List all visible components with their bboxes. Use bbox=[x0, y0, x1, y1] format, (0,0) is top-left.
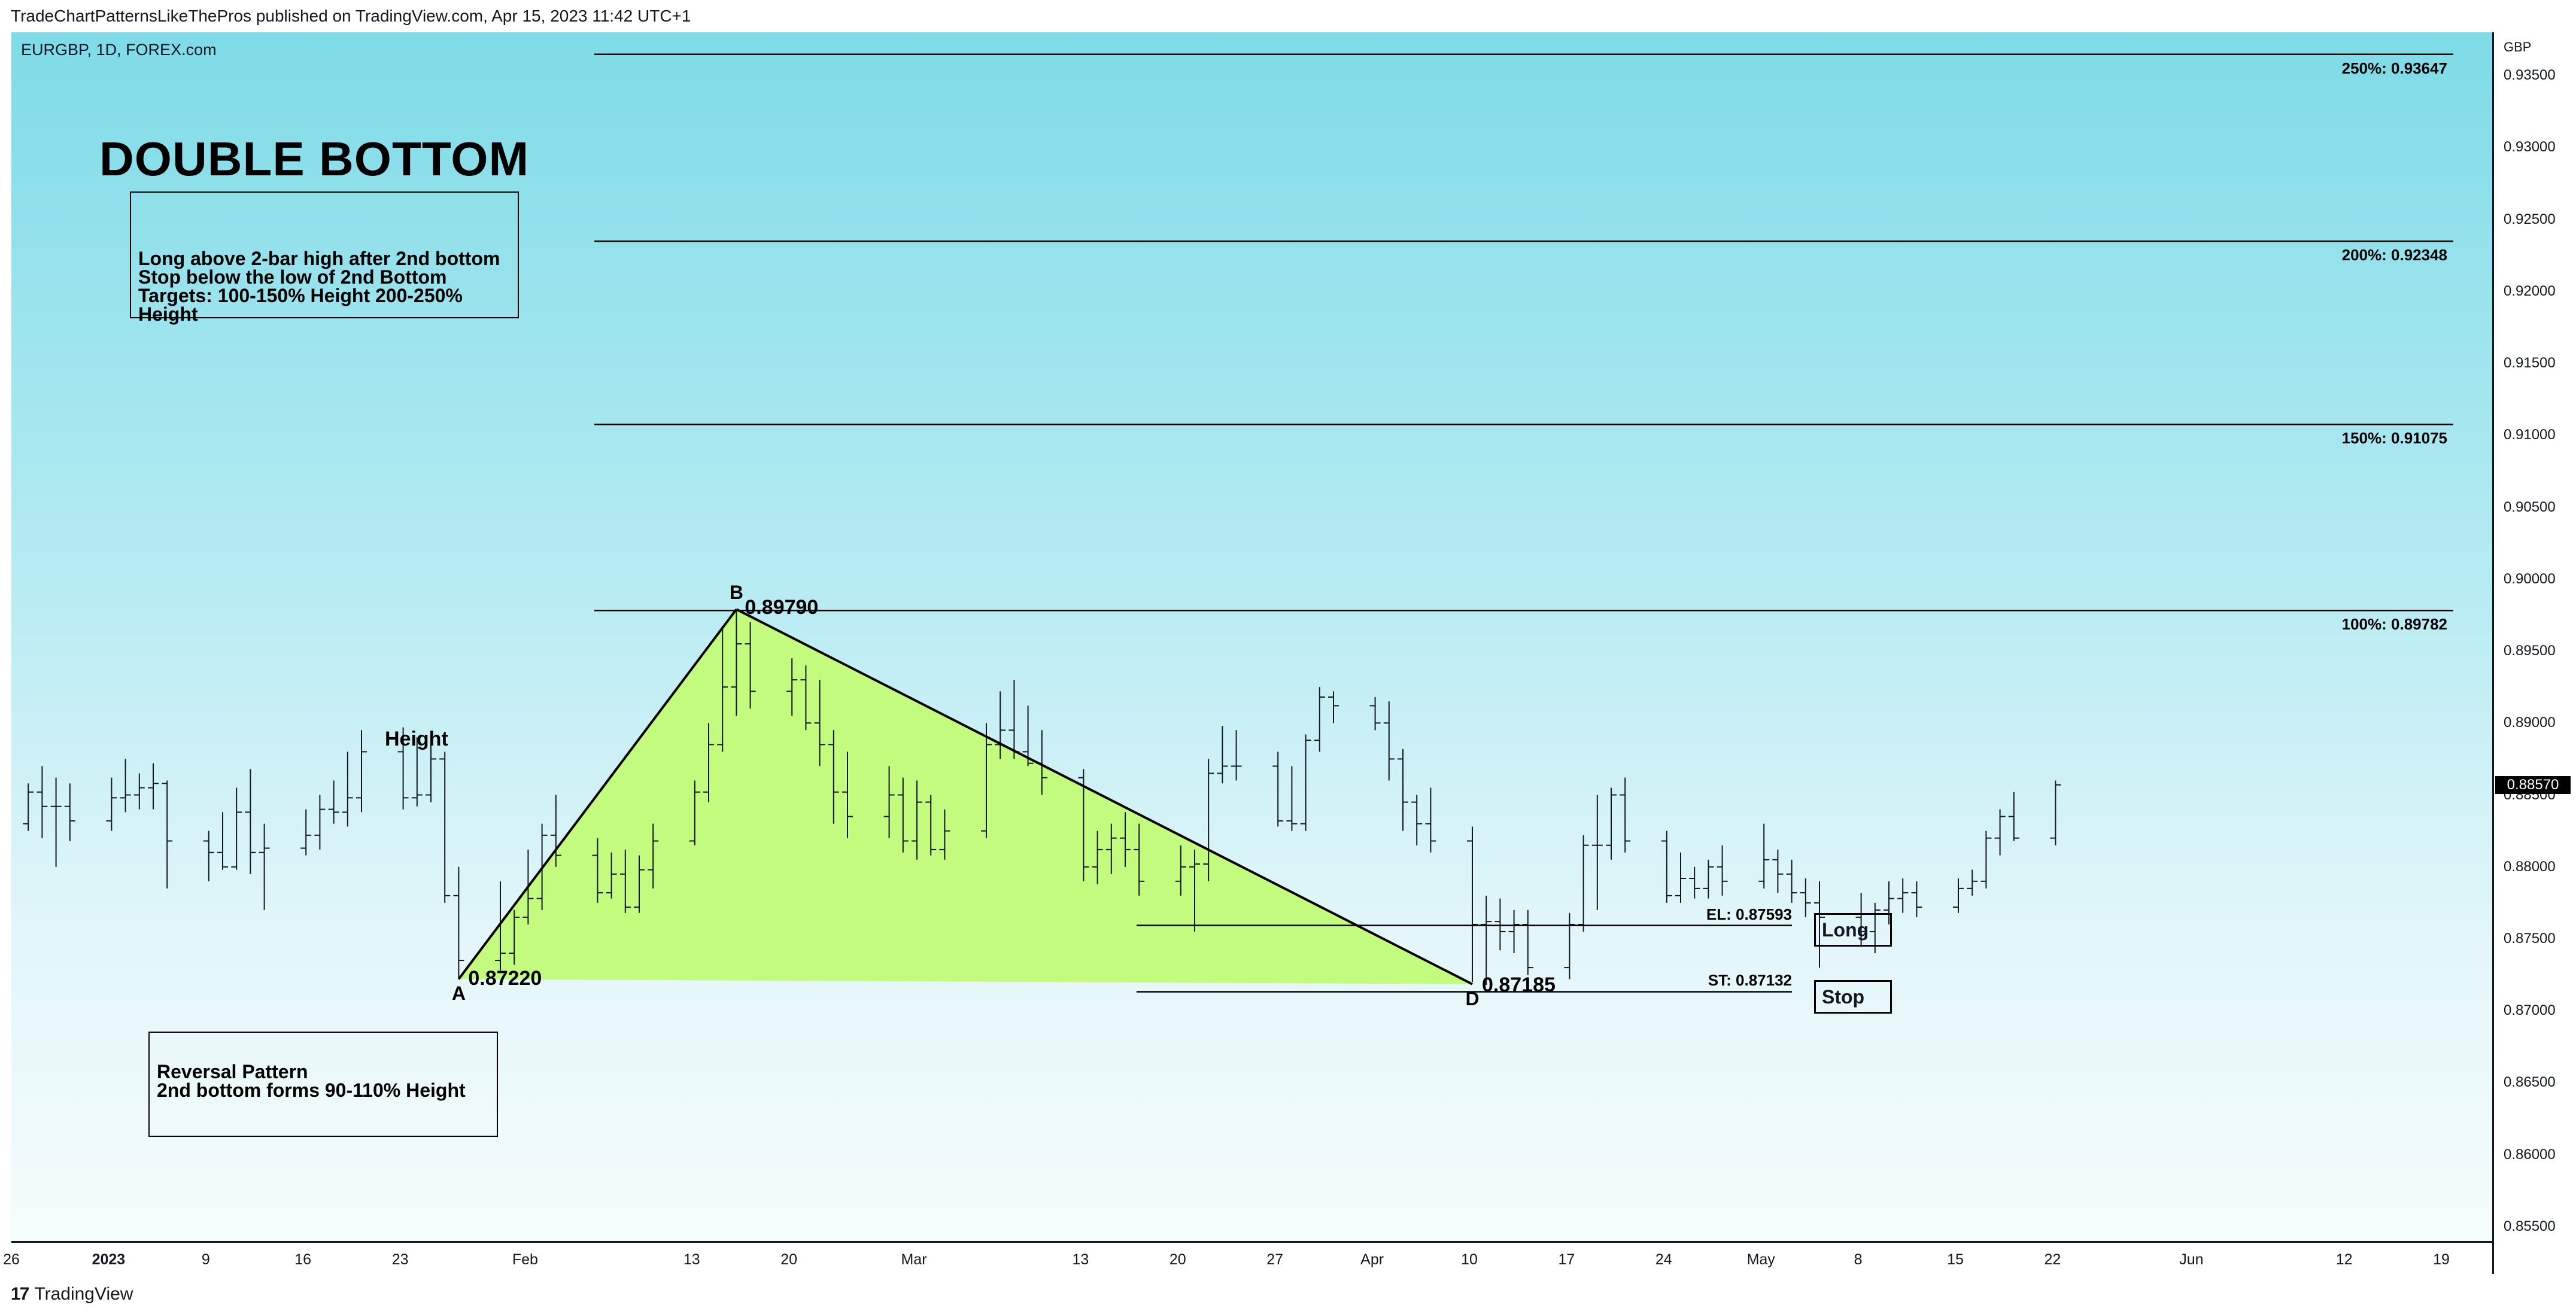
time-tick-16: May bbox=[1746, 1251, 1775, 1268]
price-axis[interactable]: GBP 0.93500 0.93000 0.92500 0.92000 0.91500 0… bbox=[2492, 32, 2576, 1241]
axis-currency: GBP bbox=[2504, 39, 2532, 54]
symbol-label[interactable]: EURGBP, 1D, FOREX.com bbox=[21, 41, 217, 59]
pattern-point-a-letter: A bbox=[451, 983, 466, 1005]
time-tick-11: 27 bbox=[1266, 1251, 1284, 1268]
rules-line-2: Stop below the low of 2nd Bottom bbox=[138, 266, 447, 288]
rules-note-box[interactable]: Long above 2-bar high after 2nd bottom S… bbox=[130, 191, 519, 324]
time-tick-18: 15 bbox=[1947, 1251, 1964, 1268]
time-tick-20: Jun bbox=[2179, 1251, 2204, 1268]
stop-level-label: ST: 0.87132 bbox=[1708, 971, 1792, 990]
price-tick-7: 0.90000 bbox=[2504, 570, 2556, 587]
footer[interactable]: 17 TradingView bbox=[11, 1279, 133, 1309]
stop-label-box[interactable]: Stop bbox=[1814, 980, 1892, 1014]
price-tick-9: 0.89000 bbox=[2504, 714, 2556, 731]
time-tick-7: 20 bbox=[780, 1251, 798, 1268]
price-tick-16: 0.85500 bbox=[2504, 1218, 2556, 1234]
height-label[interactable]: Height bbox=[385, 728, 448, 750]
time-tick-4: 23 bbox=[391, 1251, 409, 1268]
pattern-edge-ab bbox=[457, 609, 737, 980]
time-tick-1: 2023 bbox=[92, 1251, 126, 1268]
price-tick-2: 0.92500 bbox=[2504, 211, 2556, 227]
tradingview-logo-icon: 17 bbox=[11, 1284, 29, 1304]
time-tick-12: Apr bbox=[1360, 1251, 1384, 1268]
rules-line-1: Long above 2-bar high after 2nd bottom bbox=[138, 248, 500, 269]
last-price-badge: 0.88570 bbox=[2495, 775, 2571, 794]
fib-target-label-0: 250%: 0.93647 bbox=[2341, 59, 2447, 77]
price-chart-svg bbox=[23, 53, 2453, 993]
price-tick-4: 0.91500 bbox=[2504, 355, 2556, 372]
fib-target-label-2: 150%: 0.91075 bbox=[2341, 429, 2447, 448]
brand-name: TradingView bbox=[34, 1284, 133, 1304]
price-tick-14: 0.86500 bbox=[2504, 1074, 2556, 1091]
time-tick-0: 26 bbox=[3, 1251, 20, 1268]
time-tick-3: 16 bbox=[294, 1251, 312, 1268]
price-tick-12: 0.87500 bbox=[2504, 930, 2556, 947]
time-axis[interactable]: 26 2023 9 16 23 Feb 13 20 Mar 13 20 27 Apr 10 17 24 May 8… bbox=[3, 1241, 2492, 1274]
fib-target-label-3: 100%: 0.89782 bbox=[2341, 615, 2447, 634]
rules-line-4: Height bbox=[138, 303, 198, 325]
time-tick-5: Feb bbox=[512, 1251, 538, 1268]
price-tick-0: 0.93500 bbox=[2504, 67, 2556, 84]
pattern-point-b-value: 0.89790 bbox=[745, 596, 819, 619]
time-tick-17: 8 bbox=[1854, 1251, 1863, 1268]
price-tick-1: 0.93000 bbox=[2504, 139, 2556, 156]
pattern-title[interactable]: DOUBLE BOTTOM bbox=[99, 132, 530, 185]
entry-level-label: EL: 0.87593 bbox=[1706, 905, 1792, 923]
published-line: TradeChartPatternsLikeThePros published … bbox=[11, 7, 691, 25]
time-tick-19: 22 bbox=[2044, 1251, 2061, 1268]
time-tick-14: 17 bbox=[1558, 1251, 1575, 1268]
time-tick-2: 9 bbox=[201, 1251, 210, 1268]
pattern-point-b-letter: B bbox=[729, 582, 743, 604]
time-tick-9: 13 bbox=[1072, 1251, 1089, 1268]
pattern-point-a-value: 0.87220 bbox=[468, 967, 542, 990]
chart-pane[interactable]: EURGBP, 1D, FOREX.com DOUBLE BOTTOM Long… bbox=[11, 32, 2492, 1241]
time-tick-10: 20 bbox=[1169, 1251, 1186, 1268]
reversal-note-box[interactable]: Reversal Pattern 2nd bottom forms 90-110… bbox=[148, 1032, 498, 1137]
long-label-box[interactable]: Long bbox=[1814, 913, 1892, 947]
time-tick-13: 10 bbox=[1461, 1251, 1478, 1268]
time-tick-8: Mar bbox=[901, 1251, 927, 1268]
time-tick-21: 12 bbox=[2335, 1251, 2353, 1268]
price-tick-6: 0.90500 bbox=[2504, 498, 2556, 515]
price-tick-3: 0.92000 bbox=[2504, 282, 2556, 299]
price-tick-8: 0.89500 bbox=[2504, 643, 2556, 659]
price-tick-11: 0.88000 bbox=[2504, 858, 2556, 875]
rules-line-3: Targets: 100-150% Height 200-250% bbox=[138, 285, 463, 306]
pattern-point-d-letter: D bbox=[1465, 987, 1480, 1009]
time-tick-6: 13 bbox=[683, 1251, 700, 1268]
reversal-line-2: 2nd bottom forms 90-110% Height bbox=[157, 1079, 466, 1101]
published-header: TradeChartPatternsLikeThePros published … bbox=[0, 0, 2576, 32]
fib-target-label-1: 200%: 0.92348 bbox=[2341, 246, 2447, 264]
time-tick-22: 19 bbox=[2433, 1251, 2450, 1268]
pattern-edge-bd bbox=[736, 608, 1473, 986]
time-tick-15: 24 bbox=[1655, 1251, 1672, 1268]
reversal-line-1: Reversal Pattern bbox=[157, 1061, 308, 1082]
price-tick-15: 0.86000 bbox=[2504, 1146, 2556, 1163]
pattern-triangle-fill bbox=[458, 609, 1472, 984]
pattern-point-d-value: 0.87185 bbox=[1482, 973, 1556, 996]
price-tick-13: 0.87000 bbox=[2504, 1002, 2556, 1019]
axis-corner-divider bbox=[2492, 1241, 2494, 1274]
price-tick-5: 0.91000 bbox=[2504, 427, 2556, 443]
